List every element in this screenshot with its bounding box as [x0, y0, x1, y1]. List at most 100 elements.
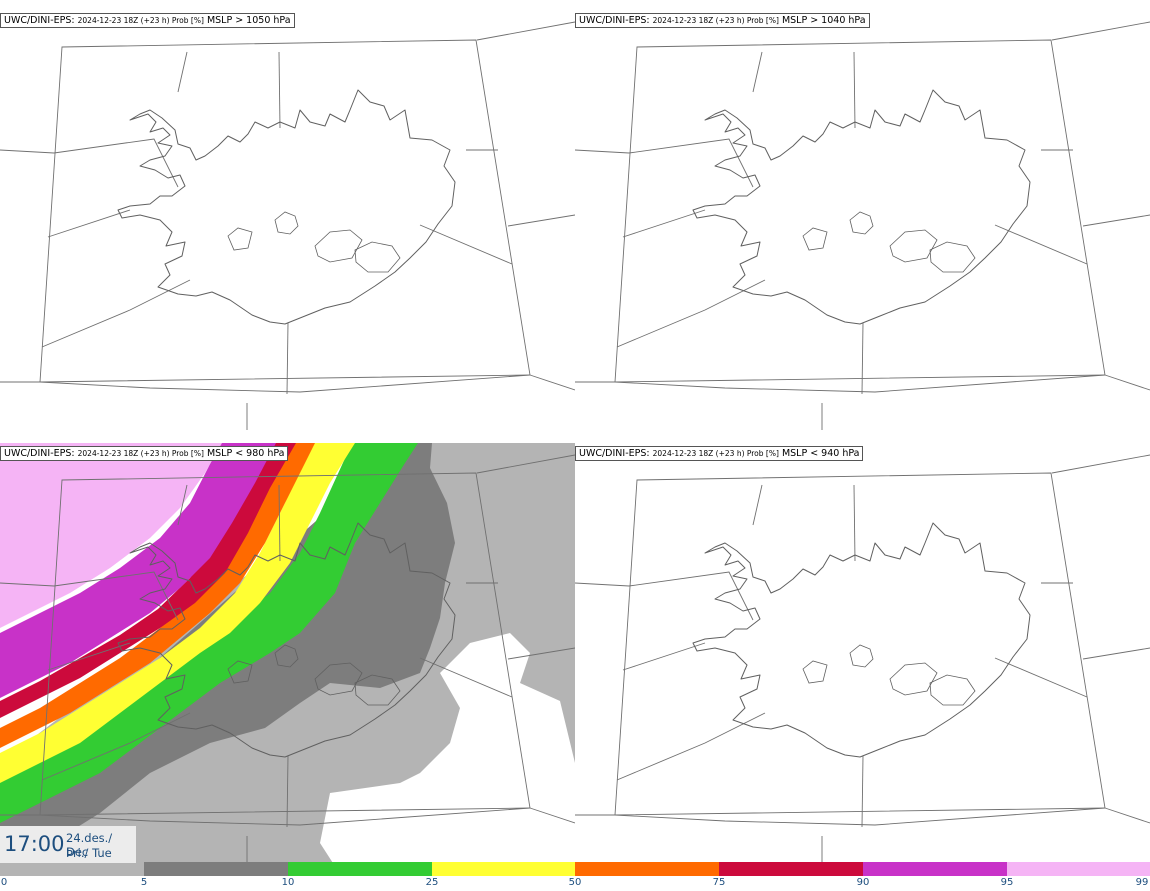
colorbar-segment-0-5 [0, 862, 144, 876]
colorbar-tick-95: 95 [1000, 877, 1014, 888]
valid-time-clock: 17:00 [4, 832, 65, 856]
grid-line [575, 582, 630, 587]
grid-line [278, 51, 281, 129]
glacier-outline [354, 674, 401, 706]
iceland-coastline [117, 522, 456, 758]
colorbar-segment-5-10 [144, 862, 288, 876]
grid-line [861, 322, 864, 395]
grid-line [0, 582, 55, 587]
panel-source: UWC/DINI-EPS [4, 448, 72, 459]
domain-grid [575, 454, 1150, 863]
grid-line [47, 209, 131, 238]
grid-line [286, 755, 289, 828]
colorbar-tick-5: 5 [140, 877, 148, 888]
colorbar-tick-25: 25 [425, 877, 439, 888]
colorbar-tick-90: 90 [856, 877, 870, 888]
glacier-outline [849, 211, 874, 235]
grid-line [39, 472, 531, 816]
coastline-path [117, 89, 456, 325]
panel-title: UWC/DINI-EPS: 2024-12-23 18Z (+23 h) Pro… [575, 446, 864, 461]
grid-line [507, 214, 575, 227]
prob-band-75 [0, 443, 315, 748]
colorbar-tick-50: 50 [568, 877, 582, 888]
prob-band-95 [0, 443, 276, 698]
grid-line [476, 454, 575, 474]
grid-line [39, 39, 531, 383]
glacier-outline [314, 229, 363, 263]
grid-line [507, 647, 575, 660]
probability-field [0, 443, 575, 874]
colorbar-tick-0: 0 [0, 877, 8, 888]
glacier-outline [802, 227, 828, 251]
panel-meta: 2024-12-23 18Z (+23 h) Prob [%] [652, 16, 779, 25]
grid-line [1051, 21, 1150, 41]
grid-line [616, 712, 766, 781]
panel-title: UWC/DINI-EPS: 2024-12-23 18Z (+23 h) Pro… [575, 13, 870, 28]
grid-line [41, 712, 191, 781]
prob-band-25 [0, 443, 418, 823]
grid-line [53, 571, 179, 621]
panel-variable: MSLP < 980 hPa [206, 448, 285, 459]
grid-line [47, 642, 131, 671]
grid-line [419, 224, 513, 265]
iceland-coastline [692, 522, 1031, 758]
panel-meta: 2024-12-23 18Z (+23 h) Prob [%] [652, 449, 779, 458]
domain-grid [0, 454, 575, 863]
glacier-outline [227, 227, 253, 251]
coastline-path [117, 522, 456, 758]
grid-line [616, 279, 766, 348]
grid-line [41, 279, 191, 348]
panel-variable: MSLP > 1040 hPa [781, 15, 866, 26]
colorbar-segment-90-95 [863, 862, 1007, 876]
panel-title: UWC/DINI-EPS: 2024-12-23 18Z (+23 h) Pro… [0, 13, 295, 28]
grid-line [628, 571, 754, 621]
grid-line [278, 484, 281, 562]
colorbar-tick-99: 99 [1135, 877, 1149, 888]
colorbar-segment-95-99 [1007, 862, 1150, 876]
grid-line [1104, 807, 1150, 824]
grid-line [614, 472, 1106, 816]
panel-source: UWC/DINI-EPS [579, 448, 647, 459]
valid-date-line2: Þri./ Tue [66, 846, 112, 860]
glacier-outline [929, 241, 976, 273]
grid-line [853, 484, 856, 562]
grid-line [622, 642, 706, 671]
grid-line [1082, 214, 1150, 227]
grid-line [39, 374, 531, 393]
grid-line [177, 51, 188, 93]
grid-line [177, 484, 188, 526]
grid-line [622, 209, 706, 238]
grid-line [529, 807, 575, 824]
grid-line [1082, 647, 1150, 660]
colorbar-tick-10: 10 [281, 877, 295, 888]
map-canvas [575, 21, 1150, 430]
map-panel-mslp-gt-1050: UWC/DINI-EPS: 2024-12-23 18Z (+23 h) Pro… [0, 10, 575, 441]
grid-line [752, 484, 763, 526]
panel-source: UWC/DINI-EPS [4, 15, 72, 26]
probability-colorbar: 0 5 10 25 50 75 90 95 99 [0, 862, 1150, 891]
panel-title: UWC/DINI-EPS: 2024-12-23 18Z (+23 h) Pro… [0, 446, 289, 461]
map-panel-mslp-gt-1040: UWC/DINI-EPS: 2024-12-23 18Z (+23 h) Pro… [575, 10, 1150, 441]
coastline-path [692, 522, 1031, 758]
colorbar-segment-75-90 [719, 862, 863, 876]
panel-variable: MSLP < 940 hPa [781, 448, 860, 459]
grid-line [39, 807, 531, 826]
grid-line [994, 224, 1088, 265]
valid-date-line1: 24.des./ Dec [66, 831, 113, 859]
prob-band-50 [0, 443, 355, 783]
map-panel-mslp-lt-940: UWC/DINI-EPS: 2024-12-23 18Z (+23 h) Pro… [575, 443, 1150, 874]
glacier-outline [227, 660, 253, 684]
grid-line [1104, 374, 1150, 391]
grid-line [853, 51, 856, 129]
glacier-outline [274, 644, 299, 668]
grid-line [575, 149, 630, 154]
grid-line [53, 138, 179, 188]
map-canvas [0, 21, 575, 430]
valid-time-box: 17:00 24.des./ Dec Þri./ Tue [0, 826, 136, 863]
glacier-outline [889, 229, 938, 263]
glacier-outline [929, 674, 976, 706]
grid-line [861, 755, 864, 828]
coastline-path [692, 89, 1031, 325]
grid-line [994, 657, 1088, 698]
glacier-outline [802, 660, 828, 684]
